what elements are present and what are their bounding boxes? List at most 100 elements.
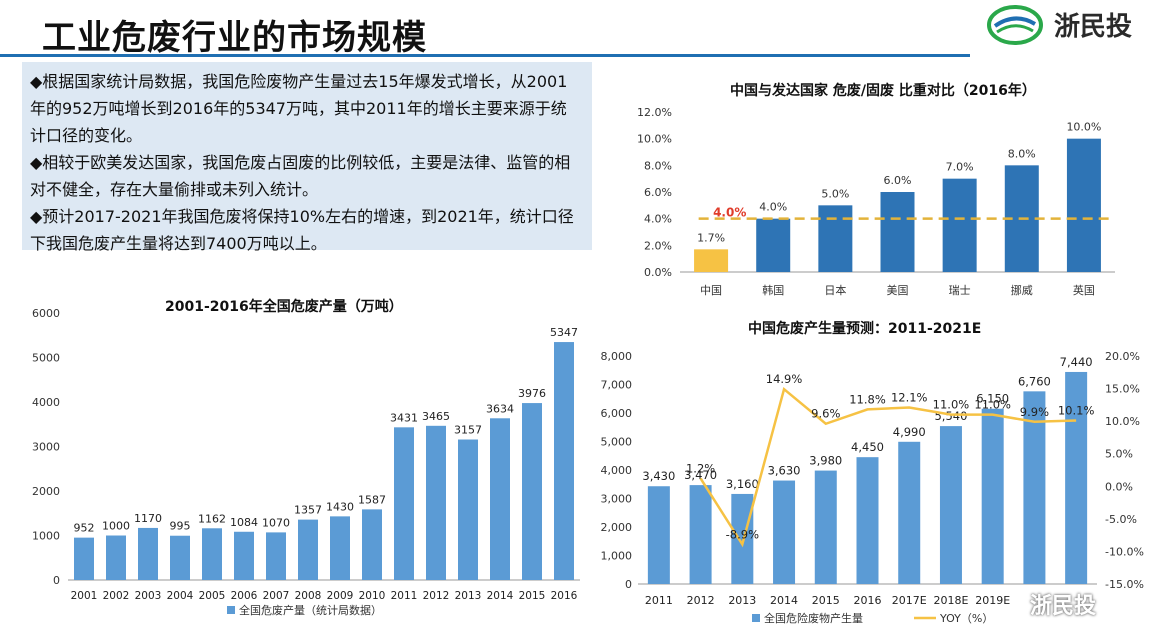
- forecast-ytick-left: 4,000: [601, 464, 633, 477]
- history-value-label: 3431: [390, 411, 418, 424]
- forecast-ytick-left: 2,000: [601, 521, 633, 534]
- forecast-bar-label: 7,440: [1060, 355, 1093, 369]
- forecast-bar-label: 4,450: [851, 440, 884, 454]
- forecast-ytick-left: 5,000: [601, 436, 633, 449]
- forecast-chart: 0 1,000 2,000 3,000 4,000 5,000 6,000 7,000 8,00…: [601, 350, 1144, 625]
- logo-text: 浙民投: [1054, 12, 1133, 42]
- forecast-bar: [856, 457, 879, 584]
- history-category-label: 2015: [519, 590, 546, 602]
- history-category-label: 2006: [231, 590, 258, 602]
- forecast-bar-label: 3,160: [726, 477, 759, 491]
- history-bar: [298, 519, 318, 580]
- history-value-label: 3465: [422, 410, 450, 423]
- forecast-bar: [981, 408, 1004, 584]
- forecast-yoy-label: 1.2%: [686, 461, 715, 475]
- history-value-label: 1587: [358, 493, 386, 506]
- history-legend-label: 全国危废产量（统计局数据）: [239, 603, 382, 617]
- history-bar: [362, 509, 382, 580]
- ratio-category-label: 瑞士: [949, 283, 971, 297]
- history-bar: [266, 532, 286, 580]
- history-value-label: 952: [74, 522, 95, 535]
- history-category-label: 2002: [103, 590, 130, 602]
- ratio-value-label: 1.7%: [697, 231, 725, 244]
- ratio-ytick: 4.0%: [644, 213, 672, 226]
- forecast-legend-line-label: YOY（%）: [939, 612, 993, 625]
- ratio-ytick: 8.0%: [644, 159, 672, 172]
- history-bar: [330, 516, 350, 580]
- forecast-ytick-right: -15.0%: [1105, 578, 1144, 591]
- forecast-ytick-right: 0.0%: [1105, 480, 1133, 493]
- forecast-bar: [773, 480, 796, 584]
- history-bar: [490, 418, 510, 580]
- forecast-ytick-right: 15.0%: [1105, 383, 1140, 396]
- history-legend-swatch: [227, 606, 235, 614]
- forecast-ytick-left: 0: [625, 578, 632, 591]
- history-category-label: 2012: [423, 590, 450, 602]
- history-value-label: 1357: [294, 504, 322, 517]
- forecast-yoy-label: 11.8%: [849, 392, 886, 406]
- history-category-label: 2001: [71, 590, 98, 602]
- ratio-ytick: 12.0%: [637, 106, 672, 119]
- history-bar: [138, 527, 158, 580]
- forecast-ytick-left: 7,000: [601, 379, 633, 392]
- history-category-label: 2004: [167, 590, 194, 602]
- forecast-category-label: 2012: [687, 594, 715, 607]
- history-bar: [74, 537, 94, 580]
- history-bar: [458, 439, 478, 580]
- forecast-bar-label: 6,760: [1018, 374, 1051, 388]
- forecast-ytick-left: 6,000: [601, 407, 633, 420]
- page-title: 工业危废行业的市场规模: [42, 18, 427, 58]
- forecast-yoy-label: 12.1%: [891, 390, 928, 404]
- ratio-chart-title: 中国与发达国家 危废/固废 比重对比（2016年）: [730, 83, 1036, 99]
- ratio-value-label: 7.0%: [946, 161, 974, 174]
- forecast-ytick-right: -10.0%: [1105, 545, 1144, 558]
- forecast-category-label: 2016: [854, 594, 882, 607]
- history-bar: [202, 528, 222, 580]
- ratio-category-label: 韩国: [762, 283, 784, 297]
- ratio-value-label: 10.0%: [1066, 121, 1101, 134]
- ratio-category-label: 英国: [1073, 283, 1095, 297]
- history-ytick: 1000: [32, 530, 60, 543]
- forecast-yoy-line: [699, 387, 1077, 548]
- history-bar: [170, 535, 190, 580]
- history-bar: [234, 531, 254, 580]
- history-bar: [426, 425, 446, 580]
- forecast-chart-title: 中国危废产生量预测：2011-2021E: [748, 321, 982, 337]
- ratio-chart: 0.0% 2.0% 4.0% 6.0% 8.0% 10.0% 12.0% 1.7% 中国 4.0%…: [637, 106, 1115, 297]
- forecast-yoy-label: 9.9%: [1020, 405, 1049, 419]
- forecast-bar: [1065, 371, 1088, 584]
- ratio-category-label: 美国: [887, 284, 909, 297]
- forecast-yoy-label: 11.0%: [974, 398, 1011, 412]
- history-category-label: 2014: [487, 590, 514, 602]
- forecast-bar-label: 6,150: [976, 392, 1009, 406]
- forecast-yoy-label: 10.1%: [1058, 403, 1095, 417]
- forecast-ytick-left: 1,000: [601, 550, 633, 563]
- logo-icon: [987, 5, 1043, 45]
- forecast-bar-label: 3,630: [768, 464, 801, 478]
- history-ytick: 5000: [32, 352, 60, 365]
- history-category-label: 2013: [455, 590, 482, 602]
- forecast-bar: [1023, 391, 1046, 584]
- ratio-value-label: 5.0%: [821, 187, 849, 200]
- forecast-bar: [647, 486, 670, 584]
- history-value-label: 1070: [262, 516, 290, 529]
- forecast-bar: [939, 426, 962, 584]
- history-category-label: 2005: [199, 590, 226, 602]
- history-value-label: 1084: [230, 516, 258, 529]
- history-category-label: 2016: [551, 590, 578, 602]
- ratio-category-label: 中国: [700, 284, 722, 297]
- forecast-category-label: 2019E: [975, 594, 1010, 607]
- forecast-yoy-label: -8.9%: [726, 527, 759, 541]
- ratio-ytick: 0.0%: [644, 266, 672, 279]
- ratio-ytick: 10.0%: [637, 133, 672, 146]
- bullet-2: ◆相较于欧美发达国家，我国危废占固废的比例较低，主要是法律、监管的相对不健全，存…: [30, 153, 571, 199]
- forecast-ytick-right: 10.0%: [1105, 415, 1140, 428]
- ratio-ytick: 2.0%: [644, 239, 672, 252]
- title-rule: [0, 54, 970, 57]
- history-category-label: 2011: [391, 590, 418, 602]
- forecast-bar-label: 3,430: [642, 469, 675, 483]
- history-value-label: 1162: [198, 512, 226, 525]
- ratio-bar: [1066, 138, 1101, 272]
- ratio-bar: [694, 249, 729, 272]
- history-chart-title: 2001-2016年全国危废产量（万吨）: [165, 299, 403, 315]
